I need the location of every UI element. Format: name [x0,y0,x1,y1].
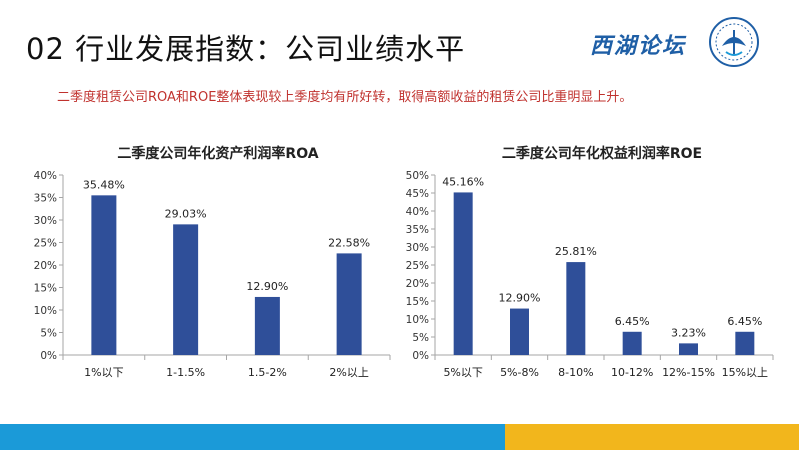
y-tick-label: 15% [34,283,57,295]
footer-bar-yellow [505,424,799,450]
x-tick-label: 12%-15% [662,366,715,379]
data-label: 29.03% [165,207,207,220]
x-tick-label: 10-12% [611,366,653,379]
x-tick-label: 8-10% [558,366,593,379]
y-tick-label: 45% [406,188,429,200]
y-tick-label: 15% [406,296,429,308]
bar-15%以上 [735,331,755,355]
x-tick-label: 5%-8% [500,366,539,379]
data-label: 25.81% [555,245,597,258]
data-label: 12.90% [499,292,541,305]
data-label: 3.23% [671,326,706,339]
logo: 西湖论坛 [590,14,760,70]
y-tick-label: 25% [406,260,429,272]
bar-2%以上 [336,253,362,355]
data-label: 35.48% [83,178,125,191]
y-tick-label: 30% [34,215,57,227]
y-tick-label: 20% [406,278,429,290]
page-title: 02 行业发展指数：公司业绩水平 [26,32,466,66]
x-tick-label: 1%以下 [84,366,123,379]
bar-1.5-2% [254,296,280,355]
bar-1-1.5% [173,224,199,355]
y-tick-label: 0% [40,350,57,362]
roe-bar-chart: 二季度公司年化权益利润率ROE 0% 5% 10% 15% 20% 25% 30% 35% 40%… [406,145,774,379]
y-tick-label: 35% [34,193,57,205]
bar-10-12% [622,331,642,355]
y-tick-label: 20% [34,260,57,272]
data-label: 6.45% [615,315,650,328]
bar-8-10% [566,262,586,355]
y-tick-label: 10% [406,314,429,326]
y-tick-label: 35% [406,224,429,236]
data-label: 22.58% [328,236,370,249]
y-tick-label: 30% [406,242,429,254]
subtitle: 二季度租赁公司ROA和ROE整体表现较上季度均有所好转，取得高额收益的租赁公司比… [57,90,633,105]
y-tick-label: 40% [34,170,57,182]
x-tick-label: 1-1.5% [166,366,205,379]
y-tick-label: 10% [34,305,57,317]
emblem-icon [709,17,759,67]
y-tick-label: 40% [406,206,429,218]
bar-5%-8% [510,308,529,355]
data-label: 6.45% [727,315,762,328]
chart-title: 二季度公司年化资产利润率ROA [117,145,318,162]
roa-bar-chart: 二季度公司年化资产利润率ROA 0% 5% 10% 15% 20% 25% 30% 35% 40%… [34,145,391,379]
chart-title: 二季度公司年化权益利润率ROE [502,145,702,162]
y-tick-label: 50% [406,170,429,182]
y-tick-label: 5% [40,328,57,340]
data-label: 12.90% [246,280,288,293]
logo-text: 西湖论坛 [590,33,687,59]
x-tick-label: 15%以上 [722,366,768,379]
bar-1%以下 [91,195,117,355]
x-tick-label: 2%以上 [329,366,368,379]
bar-12%-15% [679,343,698,355]
bar-5%以下 [453,192,473,355]
footer-bar-blue [0,424,505,450]
x-tick-label: 1.5-2% [248,366,287,379]
x-tick-label: 5%以下 [443,366,482,379]
y-tick-label: 5% [412,332,429,344]
y-tick-label: 0% [412,350,429,362]
y-tick-label: 25% [34,238,57,250]
data-label: 45.16% [442,175,484,188]
